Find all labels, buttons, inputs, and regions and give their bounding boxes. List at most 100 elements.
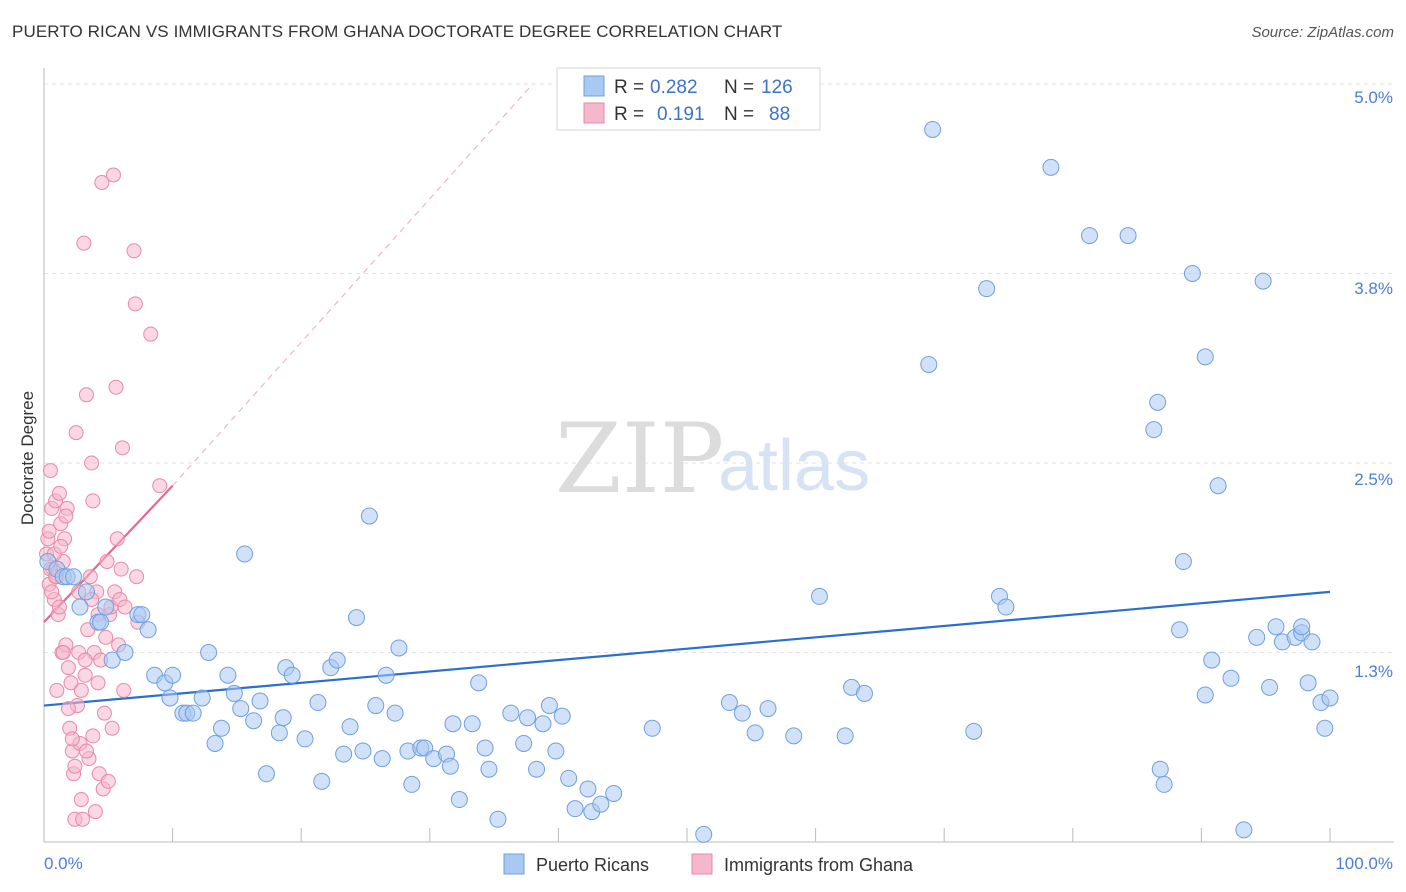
data-point bbox=[77, 583, 95, 601]
stats-n-value: 88 bbox=[769, 104, 790, 125]
data-point bbox=[51, 599, 67, 615]
x-axis-ticks bbox=[172, 828, 1331, 842]
data-point bbox=[1293, 618, 1311, 636]
data-point bbox=[73, 682, 89, 698]
data-point bbox=[1321, 689, 1339, 707]
data-point bbox=[64, 731, 80, 747]
data-point bbox=[1267, 618, 1285, 636]
data-point bbox=[328, 651, 346, 669]
data-point bbox=[354, 742, 372, 760]
data-point bbox=[534, 715, 552, 733]
data-point bbox=[480, 760, 498, 778]
data-point bbox=[129, 569, 145, 585]
data-point bbox=[1081, 227, 1099, 245]
data-point bbox=[152, 478, 168, 494]
data-point bbox=[73, 792, 89, 808]
data-point bbox=[42, 463, 58, 479]
data-point bbox=[100, 773, 116, 789]
data-point bbox=[390, 639, 408, 657]
source-label: Source: ZipAtlas.com bbox=[1251, 24, 1394, 41]
y-tick-label: 1.3% bbox=[1354, 662, 1393, 681]
data-point bbox=[251, 692, 269, 710]
data-point bbox=[759, 700, 777, 718]
data-point bbox=[164, 666, 182, 684]
watermark-atlas: atlas bbox=[718, 426, 870, 506]
data-point bbox=[77, 652, 93, 668]
data-point bbox=[98, 629, 114, 645]
data-point bbox=[476, 739, 494, 757]
data-point bbox=[58, 508, 74, 524]
data-point bbox=[785, 727, 803, 745]
data-point bbox=[96, 705, 112, 721]
data-point bbox=[519, 709, 537, 727]
stats-n-label: N = bbox=[724, 77, 754, 98]
data-point bbox=[1203, 651, 1221, 669]
data-point bbox=[924, 120, 942, 138]
trend-line-ghana bbox=[43, 484, 174, 623]
data-point bbox=[104, 720, 120, 736]
data-point bbox=[1235, 821, 1253, 839]
data-point bbox=[65, 568, 83, 586]
data-point bbox=[1183, 265, 1201, 282]
data-point bbox=[367, 697, 385, 715]
data-point bbox=[1155, 775, 1173, 793]
data-point bbox=[1261, 678, 1279, 696]
data-point bbox=[257, 765, 275, 783]
data-point bbox=[55, 645, 71, 660]
y-tick-label: 2.5% bbox=[1354, 470, 1393, 489]
data-point bbox=[78, 743, 94, 759]
data-point bbox=[528, 760, 546, 778]
data-point bbox=[1248, 628, 1266, 646]
data-point bbox=[502, 704, 520, 722]
data-point bbox=[116, 644, 134, 661]
stats-r-value: 0.191 bbox=[657, 104, 705, 125]
data-point bbox=[978, 280, 996, 298]
data-point bbox=[116, 682, 132, 698]
data-point bbox=[403, 775, 421, 793]
data-point bbox=[109, 531, 125, 547]
data-point bbox=[540, 697, 558, 715]
data-point bbox=[1174, 553, 1192, 571]
data-point bbox=[605, 784, 623, 802]
data-point bbox=[1042, 158, 1060, 176]
data-point bbox=[126, 243, 142, 259]
data-point bbox=[85, 493, 101, 509]
stats-r-value: 0.282 bbox=[650, 77, 698, 98]
data-point bbox=[1151, 760, 1169, 778]
data-point bbox=[560, 769, 578, 787]
data-point bbox=[92, 613, 110, 631]
data-point bbox=[1145, 421, 1163, 439]
data-point bbox=[117, 599, 133, 615]
ghana-points bbox=[39, 167, 168, 827]
data-point bbox=[53, 538, 69, 554]
stats-swatch-blue bbox=[583, 75, 605, 97]
data-point bbox=[44, 584, 60, 600]
x-tick-label-max: 100.0% bbox=[1335, 854, 1393, 873]
data-point bbox=[232, 700, 250, 718]
data-point bbox=[920, 355, 938, 373]
data-point bbox=[219, 666, 237, 684]
data-point bbox=[377, 666, 395, 684]
trend-line-ghana-extension bbox=[172, 83, 534, 487]
data-point bbox=[1316, 719, 1334, 737]
data-point bbox=[547, 742, 565, 760]
data-point bbox=[225, 684, 243, 702]
data-point bbox=[313, 772, 331, 790]
data-point bbox=[78, 387, 94, 403]
stats-r-label: R = bbox=[614, 104, 644, 125]
stats-r-label: R = bbox=[614, 77, 644, 98]
trend-line-puerto-ricans bbox=[43, 590, 1331, 707]
data-point bbox=[97, 598, 115, 616]
data-point bbox=[810, 587, 828, 605]
data-point bbox=[63, 675, 79, 691]
data-point bbox=[60, 660, 76, 676]
data-point bbox=[347, 609, 365, 627]
data-point bbox=[105, 167, 121, 183]
data-point bbox=[67, 758, 83, 774]
data-point bbox=[87, 804, 103, 820]
data-point bbox=[274, 709, 292, 727]
puerto-rican-points bbox=[39, 120, 1339, 843]
data-point bbox=[746, 724, 764, 742]
data-point bbox=[193, 689, 211, 707]
data-point bbox=[720, 694, 738, 712]
